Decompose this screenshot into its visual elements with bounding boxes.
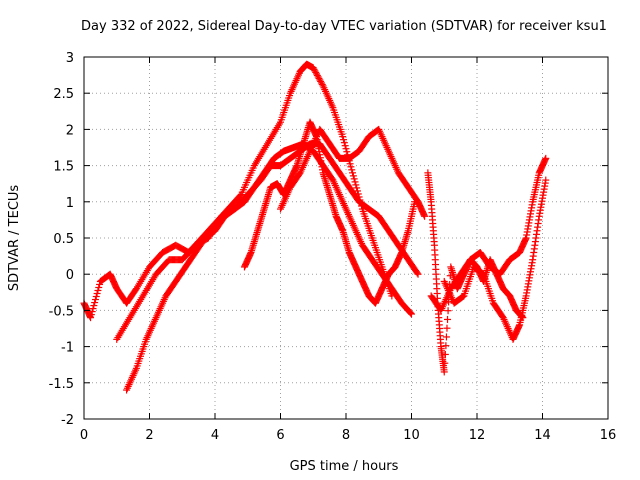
x-tick-label: 14 [534, 428, 551, 443]
data-point [349, 172, 357, 180]
data-point [459, 293, 467, 301]
data-point [94, 286, 102, 294]
series-track-e [277, 125, 429, 220]
data-point [310, 65, 318, 73]
x-axis-label: GPS time / hours [290, 459, 399, 474]
y-tick-label: 0.5 [53, 232, 74, 247]
data-point [91, 296, 99, 304]
data-point [346, 160, 354, 168]
y-axis-ticks: -2 -1.5 -1 -0.5 0 0.5 1 1.5 2 2.5 3 [49, 51, 608, 428]
y-tick-label: 1 [66, 196, 74, 211]
data-point [444, 315, 452, 323]
data-point [88, 308, 96, 316]
y-axis-label: SDTVAR / TECUs [7, 185, 22, 292]
series-track-g [427, 154, 550, 314]
series-track-f [424, 169, 527, 376]
data-point [440, 368, 448, 376]
data-point [313, 70, 321, 78]
data-point [309, 64, 317, 72]
data-point [349, 169, 357, 177]
series-track-b [123, 140, 415, 394]
data-point [328, 175, 336, 183]
data-point [91, 299, 99, 307]
y-tick-label: 2.5 [53, 87, 74, 102]
data-points [80, 60, 550, 394]
data-point [312, 68, 320, 76]
y-tick-label: -2 [61, 413, 74, 428]
x-tick-label: 12 [469, 428, 486, 443]
data-point [96, 280, 104, 288]
data-point [353, 184, 361, 192]
y-tick-label: -1.5 [49, 377, 74, 392]
data-point [542, 176, 550, 184]
data-point [343, 148, 351, 156]
data-point [352, 181, 360, 189]
data-point [498, 312, 506, 320]
data-point [351, 178, 359, 186]
data-point [340, 139, 348, 147]
data-point [350, 175, 358, 183]
data-point [92, 293, 100, 301]
data-point [87, 311, 95, 319]
data-point [93, 290, 101, 298]
data-point [317, 77, 325, 85]
data-point [413, 269, 421, 277]
x-tick-label: 10 [403, 428, 420, 443]
data-point [444, 307, 452, 315]
data-point [348, 166, 356, 174]
x-axis-ticks: 0 2 4 6 8 10 12 14 16 [80, 57, 616, 443]
data-point [87, 314, 95, 322]
data-point [95, 283, 103, 291]
series-track-a [80, 60, 396, 322]
series-track-c [113, 140, 422, 343]
data-point [542, 154, 550, 162]
data-point [478, 269, 486, 277]
y-tick-label: 2 [66, 123, 74, 138]
data-point [317, 79, 325, 87]
data-point [408, 310, 415, 318]
y-tick-label: 1.5 [53, 160, 74, 175]
x-tick-label: 4 [211, 428, 219, 443]
data-point [341, 142, 349, 150]
data-point [479, 270, 487, 278]
series-track-h [440, 176, 550, 343]
data-point [443, 324, 451, 332]
y-tick-label: -1 [61, 341, 74, 356]
data-point [342, 145, 350, 153]
data-point [315, 74, 323, 82]
x-tick-label: 8 [342, 428, 350, 443]
data-point [318, 80, 326, 88]
series-track-d [240, 118, 419, 307]
data-point [311, 67, 319, 75]
data-point [441, 350, 449, 358]
y-tick-label: 3 [66, 51, 74, 66]
data-point [442, 333, 450, 341]
data-point [421, 212, 429, 220]
x-tick-label: 16 [600, 428, 617, 443]
data-point [414, 270, 422, 278]
data-point [441, 359, 449, 367]
x-tick-label: 0 [80, 428, 88, 443]
data-point [340, 136, 348, 144]
x-tick-label: 2 [145, 428, 153, 443]
data-point [313, 71, 321, 79]
y-tick-label: 0 [66, 268, 74, 283]
data-point [314, 73, 322, 81]
data-point [89, 305, 97, 313]
chart-title: Day 332 of 2022, Sidereal Day-to-day VTE… [81, 19, 607, 34]
data-point [90, 302, 98, 310]
y-tick-label: -0.5 [49, 304, 74, 319]
data-point [442, 342, 450, 350]
data-point [236, 192, 244, 200]
data-point [316, 76, 324, 84]
data-point [407, 309, 415, 317]
data-point [347, 163, 355, 171]
x-tick-label: 6 [276, 428, 284, 443]
data-point [339, 133, 347, 141]
data-point [458, 293, 466, 301]
data-point [295, 170, 303, 178]
